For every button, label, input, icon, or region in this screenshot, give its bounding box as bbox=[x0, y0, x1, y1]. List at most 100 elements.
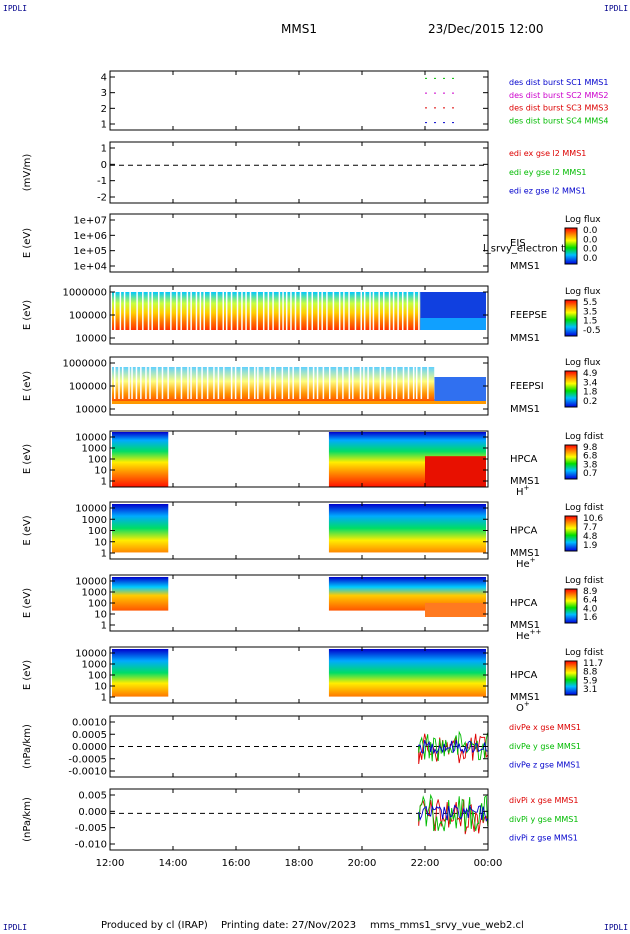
legend-entry-3: des dist burst SC3 MMS3 bbox=[509, 104, 608, 113]
colorbar-tick: 8.9 bbox=[583, 587, 598, 597]
data-gap-stripe bbox=[307, 365, 309, 399]
ylabel: (nPa/km) bbox=[22, 724, 33, 769]
colorbar-tick: 0.0 bbox=[583, 254, 598, 264]
data-gap-stripe bbox=[317, 292, 320, 330]
data-gap-stripe bbox=[187, 365, 189, 399]
data-gap-stripe bbox=[406, 292, 409, 330]
ytick-label: 3 bbox=[101, 88, 107, 99]
corner-label-bottom-left: IPDLI bbox=[3, 923, 28, 932]
spacecraft-title: MMS1 bbox=[281, 22, 317, 36]
panel-frame bbox=[109, 213, 489, 273]
corner-label-top-right: IPDLI bbox=[604, 4, 629, 13]
data-gap-stripe bbox=[359, 365, 362, 399]
ytick-label: 1000 bbox=[82, 588, 107, 599]
data-gap-stripe bbox=[114, 292, 116, 330]
colorbar bbox=[564, 370, 578, 408]
ytick-label: 10 bbox=[94, 682, 107, 693]
data-gap-stripe bbox=[311, 292, 313, 330]
instrument-sub-label: MMS1 bbox=[510, 333, 540, 344]
ytick-label: 0.005 bbox=[78, 791, 107, 802]
species-label: He+ bbox=[516, 556, 536, 570]
colorbar-tick: 0.2 bbox=[583, 397, 597, 407]
data-gap-stripe bbox=[369, 292, 371, 330]
ytick-label: 1e+05 bbox=[73, 246, 107, 257]
data-gap-stripe bbox=[420, 365, 423, 399]
ylabel: (mV/m) bbox=[22, 154, 33, 192]
ytick-label: 1000000 bbox=[62, 288, 107, 299]
footer-produced-by: Produced by cl (IRAP) bbox=[101, 920, 208, 931]
ytick-label: 1 bbox=[101, 549, 107, 560]
data-gap-stripe bbox=[274, 365, 277, 399]
xtick-label: 16:00 bbox=[222, 858, 251, 869]
data-gap-stripe bbox=[288, 365, 290, 399]
data-gap-stripe bbox=[186, 292, 189, 330]
data-gap-stripe bbox=[427, 365, 429, 399]
colorbar-tick: 5.5 bbox=[583, 298, 597, 308]
data-gap-stripe bbox=[118, 365, 120, 399]
data-gap-stripe bbox=[388, 292, 391, 330]
data-gap-stripe bbox=[135, 365, 138, 399]
species-label: O+ bbox=[516, 700, 530, 714]
colorbar-tick: 0.0 bbox=[583, 235, 598, 245]
data-gap-stripe bbox=[147, 292, 150, 330]
data-gap-stripe bbox=[401, 292, 404, 330]
data-gap-stripe bbox=[167, 365, 169, 399]
data-gap-stripe bbox=[392, 292, 395, 330]
colorbar-title: Log flux bbox=[565, 215, 601, 225]
spectrogram-segment-1 bbox=[112, 432, 169, 487]
species-charge: + bbox=[524, 484, 530, 492]
spectrogram-segment-1 bbox=[112, 504, 169, 553]
ytick-label: 100 bbox=[88, 526, 107, 537]
data-gap-stripe bbox=[241, 292, 243, 330]
colorbar-title: Log flux bbox=[565, 287, 601, 297]
ytick-label: 1 bbox=[101, 144, 107, 155]
data-gap-stripe bbox=[281, 365, 284, 399]
instrument-label: HPCA bbox=[510, 454, 538, 465]
species-label: H+ bbox=[516, 484, 530, 498]
legend-entry-1: des dist burst SC1 MMS1 bbox=[509, 78, 608, 87]
data-gap-stripe bbox=[161, 365, 164, 399]
species-charge: ++ bbox=[530, 628, 542, 636]
ytick-label: 10000 bbox=[75, 334, 107, 345]
corner-label-top-left: IPDLI bbox=[3, 4, 28, 13]
ylabel: E (eV) bbox=[22, 515, 33, 545]
instrument-label: HPCA bbox=[510, 670, 538, 681]
data-gap-stripe bbox=[149, 365, 151, 399]
ytick-label: 0.0005 bbox=[72, 730, 107, 741]
data-gap-stripe bbox=[176, 292, 178, 330]
spectrogram-red-block bbox=[425, 456, 486, 487]
colorbar-title: Log fdist bbox=[565, 432, 604, 442]
colorbar-tick: 1.8 bbox=[583, 388, 598, 398]
panel-edi: 1 0 -1 -2 (mV/m) edi ex gse l2 MMS1 edi ey gse… bbox=[22, 141, 587, 204]
xtick-label: 20:00 bbox=[348, 858, 377, 869]
ytick-label: 1 bbox=[101, 477, 107, 488]
data-gap-stripe bbox=[230, 365, 233, 399]
data-gap-stripe bbox=[170, 292, 172, 330]
colorbar-tick: 4.8 bbox=[583, 532, 598, 542]
data-gap-stripe bbox=[206, 365, 209, 399]
data-gap-stripe bbox=[174, 365, 177, 399]
instrument-sub-label: MMS1 bbox=[510, 692, 540, 703]
legend-entry-3: divPe z gse MMS1 bbox=[509, 761, 580, 770]
legend-entry-1: edi ex gse l2 MMS1 bbox=[509, 149, 586, 158]
colorbar-tick: 6.8 bbox=[583, 452, 598, 462]
data-gap-stripe bbox=[278, 292, 281, 330]
data-gap-stripe bbox=[142, 292, 144, 330]
data-gap-stripe bbox=[119, 292, 122, 330]
ytick-label: 4 bbox=[101, 73, 107, 84]
ylabel: E (eV) bbox=[22, 300, 33, 330]
spectrogram-fill bbox=[112, 367, 435, 403]
data-gap-stripe bbox=[256, 292, 258, 330]
panel-frame bbox=[109, 141, 489, 204]
xtick-label: 18:00 bbox=[285, 858, 314, 869]
data-gap-stripe bbox=[363, 365, 365, 399]
data-gap-stripe bbox=[180, 365, 183, 399]
data-gap-stripe bbox=[267, 292, 270, 330]
data-gap-stripe bbox=[397, 292, 399, 330]
ytick-label: -0.010 bbox=[75, 840, 107, 851]
colorbar-tick: 8.8 bbox=[583, 668, 598, 678]
ytick-label: 2 bbox=[101, 104, 107, 115]
ylabel: E (eV) bbox=[22, 371, 33, 401]
data-gap-stripe bbox=[216, 292, 218, 330]
data-gap-stripe bbox=[378, 292, 380, 330]
